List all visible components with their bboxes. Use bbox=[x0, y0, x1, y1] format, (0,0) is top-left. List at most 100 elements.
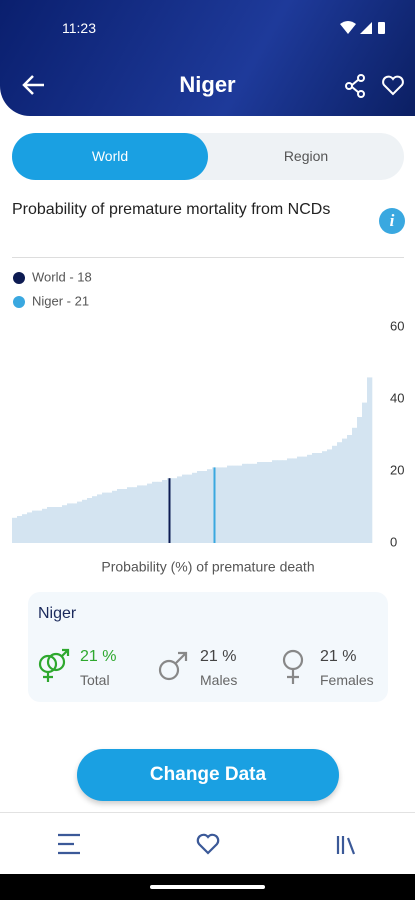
status-icons bbox=[340, 21, 385, 34]
bar bbox=[142, 485, 148, 543]
bar bbox=[47, 507, 53, 543]
bar bbox=[122, 489, 128, 543]
bar bbox=[257, 462, 263, 543]
bar bbox=[357, 417, 363, 543]
bar bbox=[227, 465, 233, 543]
bar bbox=[307, 454, 313, 543]
bar bbox=[37, 510, 43, 543]
bar bbox=[192, 472, 198, 543]
bar bbox=[107, 492, 113, 543]
bar bbox=[97, 494, 103, 543]
bar bbox=[352, 427, 358, 543]
card-title: Niger bbox=[38, 605, 77, 622]
stat-female-label: Females bbox=[320, 672, 374, 688]
bar bbox=[342, 438, 348, 543]
bar bbox=[237, 465, 243, 543]
bar bbox=[92, 496, 98, 543]
bar bbox=[222, 467, 228, 543]
bar bbox=[127, 487, 133, 543]
tab-region[interactable]: Region bbox=[283, 148, 329, 164]
bar bbox=[367, 377, 373, 543]
app-header bbox=[0, 0, 415, 116]
bar bbox=[232, 465, 238, 543]
bar bbox=[52, 507, 58, 543]
y-tick-label: 60 bbox=[390, 318, 404, 333]
bar bbox=[72, 503, 78, 543]
bar bbox=[157, 481, 163, 543]
nav-library[interactable] bbox=[336, 836, 356, 855]
bar bbox=[322, 451, 328, 543]
header-actions[interactable] bbox=[344, 74, 406, 98]
y-tick-label: 40 bbox=[390, 390, 404, 405]
bar bbox=[22, 514, 28, 543]
bar bbox=[12, 517, 18, 543]
bar bbox=[102, 492, 108, 543]
bar bbox=[147, 483, 153, 543]
svg-text:i: i bbox=[390, 211, 395, 230]
bar bbox=[132, 487, 138, 543]
bar bbox=[282, 460, 288, 543]
bar bbox=[317, 453, 323, 543]
bar bbox=[197, 471, 203, 543]
bar bbox=[277, 460, 283, 543]
icon-total bbox=[38, 648, 70, 682]
nav-divider bbox=[0, 812, 415, 813]
section-title: Probability of premature mortality from … bbox=[12, 201, 331, 218]
bar bbox=[117, 489, 123, 543]
bar bbox=[252, 463, 258, 543]
bar bbox=[17, 516, 23, 543]
x-axis-label: Probability (%) of premature death bbox=[101, 559, 314, 575]
stat-total-value: 21 % bbox=[80, 648, 117, 665]
bar bbox=[67, 503, 73, 543]
legend-label: Niger - 21 bbox=[32, 293, 89, 308]
bar bbox=[87, 498, 93, 543]
stat-female-value: 21 % bbox=[320, 648, 357, 665]
icon-male bbox=[158, 651, 188, 681]
y-tick-label: 0 bbox=[390, 534, 397, 549]
bar bbox=[82, 499, 88, 543]
status-time: 11:23 bbox=[62, 20, 96, 36]
back-button[interactable] bbox=[20, 72, 48, 98]
change-data-button[interactable]: Change Data bbox=[77, 749, 339, 801]
bar bbox=[302, 456, 308, 543]
bar bbox=[242, 463, 248, 543]
icon-female bbox=[282, 649, 304, 684]
divider bbox=[12, 257, 404, 258]
bar bbox=[112, 490, 118, 543]
stat-male-value: 21 % bbox=[200, 648, 237, 665]
y-tick-label: 20 bbox=[390, 462, 404, 477]
bar bbox=[292, 458, 298, 543]
bar bbox=[187, 474, 193, 543]
bar bbox=[347, 435, 353, 543]
bar bbox=[207, 469, 213, 543]
info-button[interactable]: i bbox=[378, 207, 406, 235]
bar bbox=[337, 442, 343, 543]
bar bbox=[42, 508, 48, 543]
bar bbox=[162, 480, 168, 543]
bar bbox=[177, 476, 183, 543]
stat-male-label: Males bbox=[200, 672, 238, 688]
bar bbox=[312, 453, 318, 543]
bar bbox=[152, 481, 158, 543]
stats-card bbox=[28, 592, 388, 702]
bar bbox=[137, 485, 143, 543]
bar bbox=[202, 471, 208, 543]
chart: Probability (%) of premature death 0 20 40… bbox=[12, 269, 404, 575]
bar bbox=[262, 462, 268, 543]
legend-marker bbox=[13, 296, 25, 308]
nav-menu[interactable] bbox=[58, 833, 80, 855]
bar bbox=[327, 449, 333, 543]
bar bbox=[297, 456, 303, 543]
bar bbox=[287, 458, 293, 543]
legend-marker bbox=[13, 272, 25, 284]
bar bbox=[272, 460, 278, 543]
bar bbox=[62, 505, 68, 543]
tab-world[interactable]: World bbox=[12, 133, 208, 180]
bar bbox=[27, 512, 33, 543]
nav-favorites[interactable] bbox=[196, 833, 220, 855]
bar bbox=[362, 402, 368, 543]
header-title: Niger bbox=[179, 72, 236, 97]
bar bbox=[77, 501, 83, 543]
stat-total-label: Total bbox=[80, 672, 110, 688]
